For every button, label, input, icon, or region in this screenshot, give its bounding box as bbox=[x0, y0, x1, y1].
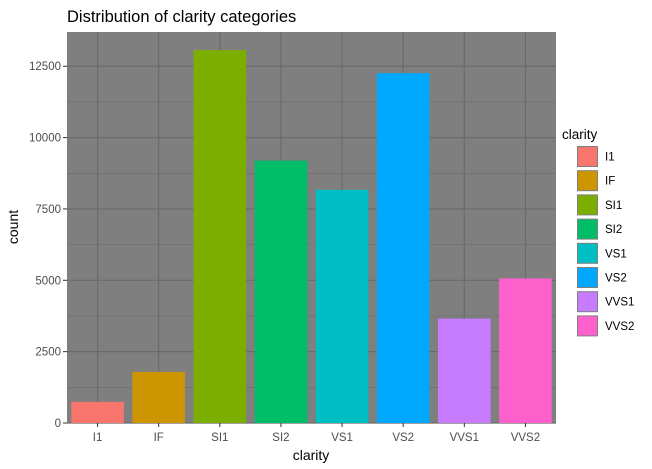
x-tick-label: IF bbox=[154, 432, 164, 444]
legend-swatch-si2 bbox=[578, 219, 597, 239]
x-tick-label: VS1 bbox=[331, 432, 353, 444]
legend-label: I1 bbox=[605, 152, 615, 164]
y-tick-label: 0 bbox=[55, 418, 61, 430]
y-tick-label: 12500 bbox=[29, 61, 61, 73]
legend-label: SI1 bbox=[605, 200, 622, 212]
legend-swatch-vvs2 bbox=[578, 316, 597, 336]
bar-vvs1 bbox=[438, 318, 491, 423]
bar-vvs2 bbox=[499, 278, 552, 423]
legend-label: IF bbox=[605, 176, 615, 188]
bar-si2 bbox=[254, 160, 308, 423]
legend-label: VS2 bbox=[605, 273, 627, 285]
legend-swatch-vvs1 bbox=[578, 292, 597, 312]
chart-title: Distribution of clarity categories bbox=[67, 8, 296, 26]
y-axis-title: count bbox=[5, 210, 21, 244]
y-tick-label: 10000 bbox=[29, 133, 61, 145]
x-tick-label: I1 bbox=[93, 432, 103, 444]
y-tick-label: 2500 bbox=[35, 347, 61, 359]
bar-if bbox=[132, 371, 185, 423]
legend-swatch-if bbox=[578, 171, 597, 191]
legend-label: VVS2 bbox=[605, 321, 634, 333]
x-tick-label: VS2 bbox=[392, 432, 414, 444]
bars bbox=[71, 50, 552, 424]
bar-i1 bbox=[71, 401, 124, 423]
legend-label: VVS1 bbox=[605, 297, 634, 309]
legend: clarity I1 IF SI1 SI2 VS1 VS2 VVS1 VVS2 bbox=[562, 127, 634, 337]
legend-swatch-vs1 bbox=[578, 243, 597, 263]
x-tick-label: SI1 bbox=[211, 432, 228, 444]
x-axis: I1 IF SI1 SI2 VS1 VS2 VVS1 VVS2 bbox=[93, 423, 540, 444]
x-tick-label: VVS1 bbox=[450, 432, 479, 444]
legend-swatch-si1 bbox=[578, 195, 597, 215]
x-axis-title: clarity bbox=[293, 447, 330, 463]
legend-label: SI2 bbox=[605, 224, 622, 236]
legend-swatch-vs2 bbox=[578, 268, 597, 287]
legend-swatch-i1 bbox=[578, 147, 597, 166]
bar-vs2 bbox=[376, 73, 430, 423]
legend-title: clarity bbox=[562, 127, 598, 142]
x-tick-label: SI2 bbox=[272, 432, 289, 444]
bar-vs1 bbox=[315, 189, 369, 423]
y-axis: 0 2500 5000 7500 10000 12500 bbox=[29, 61, 67, 430]
bar-si1 bbox=[193, 50, 247, 424]
x-tick-label: VVS2 bbox=[511, 432, 540, 444]
y-tick-label: 7500 bbox=[35, 204, 61, 216]
y-tick-label: 5000 bbox=[35, 275, 61, 287]
legend-label: VS1 bbox=[605, 248, 627, 260]
